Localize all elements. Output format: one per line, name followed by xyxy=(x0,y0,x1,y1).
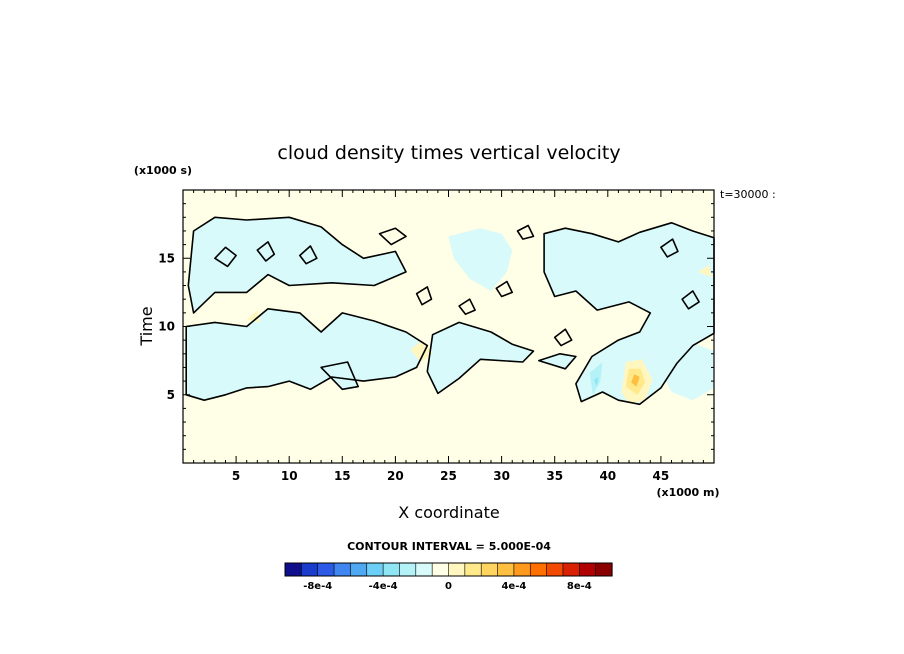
contour-region-7 xyxy=(538,353,576,369)
colorbar: -8e-4 -4e-4 0 4e-4 8e-4 xyxy=(284,562,613,592)
colorbar-swatch xyxy=(333,562,351,577)
x-axis-ticks: 5 10 15 20 25 30 35 40 45 xyxy=(193,190,704,483)
contour-region-13 xyxy=(410,340,433,362)
time-label: t=30000 : xyxy=(720,188,776,201)
contour-interval-label: CONTOUR INTERVAL = 5.000E-04 xyxy=(347,540,551,553)
colorbar-swatch xyxy=(513,562,531,577)
colorbar-swatch xyxy=(415,562,433,577)
contour-line-16 xyxy=(495,280,513,298)
x-tick-label: 35 xyxy=(546,469,563,483)
x-unit-label: (x1000 m) xyxy=(656,486,719,499)
contour-line-6 xyxy=(378,227,407,246)
colorbar-swatch xyxy=(578,562,597,577)
contour-region-2 xyxy=(321,362,359,390)
y-axis-ticks: 5 10 15 xyxy=(158,203,714,450)
colorbar-swatch xyxy=(480,562,499,577)
y-tick-label: 15 xyxy=(158,251,175,265)
contour-region-14 xyxy=(246,310,261,323)
contour-lines xyxy=(185,216,715,406)
colorbar-swatch xyxy=(350,562,368,577)
x-tick-label: 30 xyxy=(493,469,510,483)
contour-line-0 xyxy=(187,216,407,314)
contour-line-5 xyxy=(320,361,359,391)
contour-region-0 xyxy=(188,217,406,313)
colorbar-tick-label: -4e-4 xyxy=(369,581,398,592)
colorbar-swatch xyxy=(399,562,417,577)
contour-line-7 xyxy=(516,224,535,240)
x-tick-label: 20 xyxy=(387,469,404,483)
colorbar-tick-label: 4e-4 xyxy=(501,581,526,592)
colorbar-tick-label: 0 xyxy=(445,581,452,592)
contour-line-9 xyxy=(256,241,276,262)
y-tick-label: 5 xyxy=(167,388,175,402)
colorbar-swatch xyxy=(301,562,319,577)
contour-line-11 xyxy=(415,286,433,306)
contour-line-14 xyxy=(681,290,700,310)
colorbar-swatch xyxy=(284,562,302,577)
contour-line-12 xyxy=(458,298,476,315)
contour-region-9 xyxy=(594,377,599,387)
x-tick-label: 40 xyxy=(599,469,616,483)
contour-line-15 xyxy=(660,238,679,258)
contour-line-8 xyxy=(214,246,237,268)
plot-area: 5 10 15 20 25 30 35 40 45 5 10 15 xyxy=(158,189,715,483)
contour-region-15 xyxy=(698,265,712,278)
contour-region-1 xyxy=(186,308,428,401)
colorbar-tick-label: 8e-4 xyxy=(567,581,592,592)
contour-line-13 xyxy=(553,328,573,347)
x-tick-label: 10 xyxy=(281,469,298,483)
y-unit-label: (x1000 s) xyxy=(134,164,192,177)
colorbar-swatch xyxy=(382,562,401,577)
colorbar-tick-label: -8e-4 xyxy=(303,581,332,592)
contour-region-6 xyxy=(660,332,714,401)
contour-line-10 xyxy=(299,245,318,265)
contour-region-3 xyxy=(427,322,534,394)
colorbar-swatch xyxy=(317,562,335,577)
colorbar-swatch xyxy=(562,562,580,577)
contour-line-1 xyxy=(185,308,429,401)
x-tick-label: 5 xyxy=(232,469,240,483)
contour-region-12 xyxy=(631,374,640,387)
colorbar-swatch xyxy=(595,562,613,577)
contour-region-4 xyxy=(448,228,513,291)
x-axis-title: X coordinate xyxy=(398,503,499,522)
contour-line-2 xyxy=(426,321,535,395)
chart-title: cloud density times vertical velocity xyxy=(277,142,620,164)
colorbar-swatch xyxy=(497,562,515,577)
contour-line-3 xyxy=(543,222,715,406)
colorbar-swatch xyxy=(464,562,482,577)
colorbar-swatch xyxy=(431,562,450,577)
colorbar-frame xyxy=(284,562,613,577)
colorbar-swatch xyxy=(448,562,466,577)
y-axis-title: Time xyxy=(137,306,156,346)
colorbar-swatch xyxy=(366,562,384,577)
contour-fills xyxy=(186,217,714,405)
y-tick-label: 10 xyxy=(158,320,175,334)
x-tick-label: 45 xyxy=(653,469,670,483)
contour-line-4 xyxy=(538,353,577,370)
colorbar-swatch xyxy=(529,562,548,577)
colorbar-swatch xyxy=(546,562,564,577)
x-tick-label: 25 xyxy=(440,469,457,483)
x-tick-label: 15 xyxy=(334,469,351,483)
